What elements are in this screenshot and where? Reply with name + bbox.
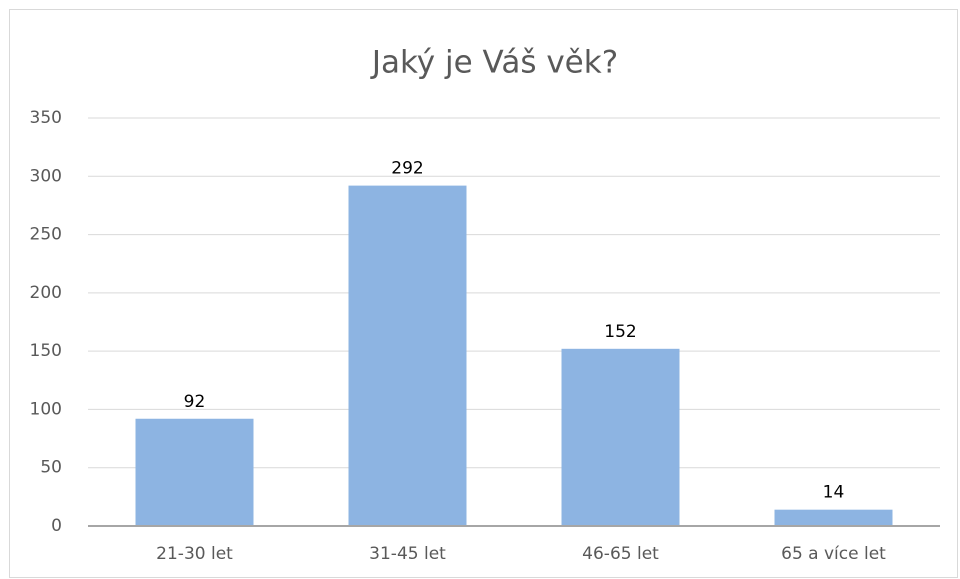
- y-tick-label: 350: [30, 108, 62, 128]
- data-label: 292: [391, 159, 423, 179]
- x-tick-label: 65 a více let: [781, 544, 886, 564]
- bar: [561, 348, 680, 526]
- chart-title: Jaký je Váš věk?: [370, 45, 618, 81]
- x-tick-label: 21-30 let: [156, 544, 233, 564]
- bar: [348, 185, 467, 526]
- x-tick-label: 46-65 let: [582, 544, 659, 564]
- y-tick-label: 200: [30, 283, 62, 303]
- y-tick-label: 0: [51, 516, 62, 536]
- y-tick-label: 150: [30, 341, 62, 361]
- y-tick-label: 50: [40, 458, 62, 478]
- y-tick-label: 100: [30, 399, 62, 419]
- bar: [135, 418, 254, 526]
- data-label: 152: [604, 322, 636, 342]
- data-label: 92: [184, 392, 206, 412]
- x-tick-label: 31-45 let: [369, 544, 446, 564]
- y-tick-label: 250: [30, 225, 62, 245]
- bar: [774, 509, 893, 526]
- y-tick-label: 300: [30, 166, 62, 186]
- data-label: 14: [823, 483, 845, 503]
